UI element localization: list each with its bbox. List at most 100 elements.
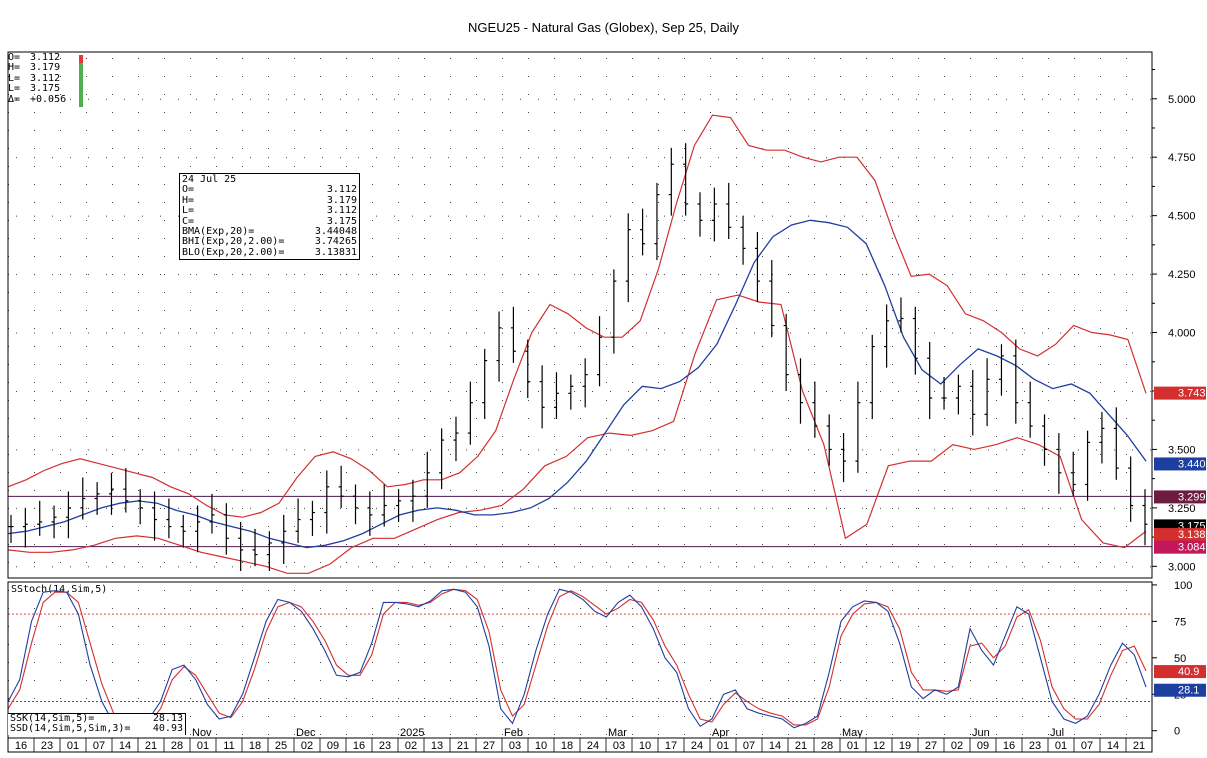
grid-dot: [112, 346, 113, 347]
grid-dot: [1074, 590, 1075, 591]
stoch-label: SSD(14,Sim,5,Sim,3)=: [10, 723, 131, 735]
grid-dot: [826, 274, 827, 276]
grid-dot: [112, 608, 113, 609]
grid-dot: [86, 130, 87, 131]
grid-dot: [988, 274, 989, 276]
grid-dot: [430, 157, 431, 159]
grid-dot: [814, 626, 815, 627]
grid-dot: [424, 166, 425, 167]
grid-dot: [1074, 130, 1075, 131]
grid-dot: [944, 526, 945, 527]
grid-dot: [788, 148, 789, 149]
grid-dot: [190, 148, 191, 149]
grid-dot: [710, 292, 711, 293]
ssd-line: [7, 588, 1147, 727]
grid-dot: [554, 58, 555, 59]
info-row: O= 3.112: [182, 184, 357, 195]
grid-dot: [684, 130, 685, 131]
grid-dot: [286, 274, 287, 276]
grid-dot: [112, 112, 113, 113]
grid-dot: [944, 238, 945, 239]
grid-dot: [450, 734, 451, 735]
grid-dot: [60, 472, 61, 473]
grid-dot: [60, 94, 61, 95]
grid-dot: [124, 566, 125, 568]
grid-dot: [394, 507, 395, 509]
grid-dot: [840, 148, 841, 149]
grid-dot: [916, 507, 917, 509]
grid-dot: [1048, 310, 1049, 311]
grid-dot: [736, 364, 737, 365]
grid-dot: [606, 256, 607, 257]
grid-dot: [1048, 364, 1049, 365]
grid-dot: [268, 76, 269, 77]
grid-dot: [250, 507, 251, 509]
grid-dot: [918, 716, 919, 717]
grid-dot: [242, 662, 243, 663]
date-label: 23: [1029, 740, 1041, 752]
grid-dot: [866, 310, 867, 311]
grid-dot: [214, 274, 215, 276]
date-label: 10: [639, 740, 651, 752]
grid-dot: [1060, 215, 1061, 217]
grid-dot: [398, 364, 399, 365]
grid-dot: [996, 454, 997, 455]
grid-dot: [214, 566, 215, 568]
grid-dot: [538, 390, 539, 392]
month-label: Apr: [712, 727, 729, 739]
grid-dot: [424, 238, 425, 239]
grid-dot: [736, 390, 737, 392]
grid-dot: [880, 566, 881, 568]
grid-dot: [944, 166, 945, 167]
grid-dot: [112, 436, 113, 437]
date-label: 27: [483, 740, 495, 752]
grid-dot: [34, 238, 35, 239]
grid-dot: [178, 215, 179, 217]
grid-dot: [320, 346, 321, 347]
grid-dot: [60, 202, 61, 203]
y-tick-label: 3.000: [1168, 561, 1196, 573]
grid-dot: [450, 112, 451, 113]
grid-dot: [466, 157, 467, 159]
grid-dot: [398, 94, 399, 95]
grid-dot: [450, 436, 451, 437]
grid-dot: [60, 644, 61, 645]
grid-dot: [304, 566, 305, 568]
date-label: 09: [327, 740, 339, 752]
date-label: 28: [821, 740, 833, 752]
grid-dot: [710, 490, 711, 491]
grid-dot: [424, 328, 425, 329]
grid-dot: [88, 98, 89, 100]
grid-dot: [574, 157, 575, 159]
grid-dot: [216, 508, 217, 509]
grid-dot: [710, 274, 711, 275]
grid-dot: [214, 332, 215, 334]
upper-band-line: [7, 114, 1147, 518]
date-label: 24: [587, 740, 599, 752]
grid-dot: [232, 566, 233, 568]
grid-dot: [124, 215, 125, 217]
grid-dot: [814, 274, 815, 275]
grid-dot: [138, 382, 139, 383]
grid-dot: [814, 166, 815, 167]
grid-dot: [242, 626, 243, 627]
grid-dot: [106, 332, 107, 334]
grid-dot: [580, 220, 581, 221]
grid-dot: [448, 157, 449, 159]
grid-dot: [138, 256, 139, 257]
grid-dot: [1126, 454, 1127, 455]
grid-dot: [1060, 98, 1061, 100]
grid-dot: [138, 166, 139, 167]
grid-dot: [138, 436, 139, 437]
grid-dot: [164, 148, 165, 149]
grid-dot: [632, 292, 633, 293]
grid-dot: [450, 76, 451, 77]
grid-dot: [216, 400, 217, 401]
grid-dot: [970, 449, 971, 451]
grid-dot: [554, 454, 555, 455]
grid-dot: [86, 364, 87, 365]
y-tick-label: 5.000: [1168, 94, 1196, 106]
grid-dot: [124, 332, 125, 334]
grid-dot: [476, 184, 477, 185]
